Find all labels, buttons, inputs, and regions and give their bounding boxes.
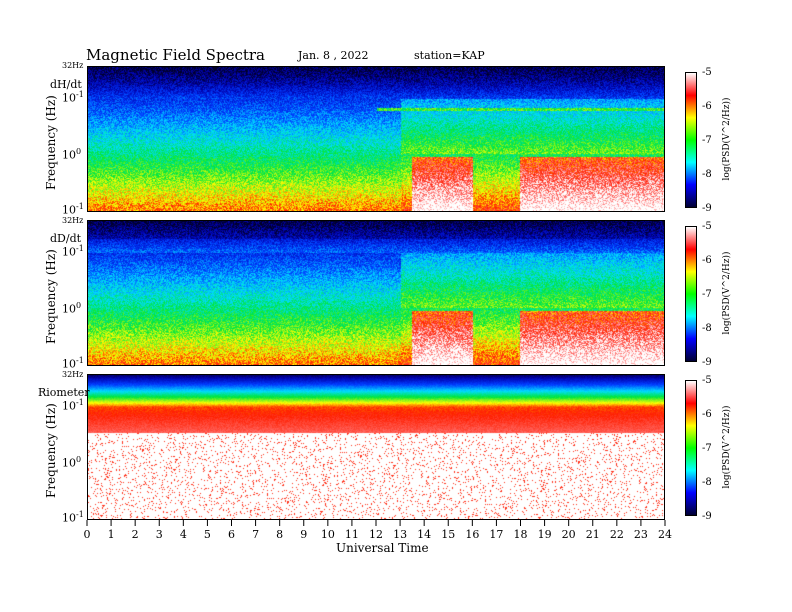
x-tick-label: 16	[465, 528, 479, 541]
x-tick-label: 19	[538, 528, 552, 541]
colorbar-tick-label: -7	[702, 289, 712, 300]
x-tick-label: 7	[252, 528, 259, 541]
x-tick-label: 20	[562, 528, 576, 541]
x-tick-label: 0	[84, 528, 91, 541]
x-tick-label: 3	[156, 528, 163, 541]
colorbar-tick-label: -9	[702, 203, 712, 214]
colorbar-tick-label: -8	[702, 323, 712, 334]
colorbar-tick-label: -6	[702, 101, 712, 112]
y-tick-label: 100	[62, 146, 82, 162]
colorbar	[685, 72, 697, 208]
y-tick-label: 100	[62, 454, 82, 470]
x-tick-label: 18	[514, 528, 528, 541]
freq-top-label-dddt: 32Hz	[62, 216, 84, 225]
spectrogram-panel-riometer	[87, 374, 665, 520]
x-tick-label: 2	[132, 528, 139, 541]
x-tick-label: 13	[393, 528, 407, 541]
x-tick-label: 9	[300, 528, 307, 541]
colorbar-tick-label: -8	[702, 169, 712, 180]
colorbar-tick-label: -8	[702, 477, 712, 488]
x-tick-label: 12	[369, 528, 383, 541]
y-tick-label: 10-1	[62, 356, 84, 371]
y-tick-label: 10-1	[62, 202, 84, 217]
spectrogram-dddt	[88, 221, 664, 365]
x-tick-label: 6	[228, 528, 235, 541]
colorbar-tick-label: -7	[702, 443, 712, 454]
colorbar-tick-label: -5	[702, 375, 712, 386]
colorbar-tick-label: -5	[702, 67, 712, 78]
x-tick-label: 4	[180, 528, 187, 541]
station-label: station=KAP	[414, 49, 485, 62]
y-tick-label: 10-1	[62, 397, 84, 413]
spectrogram-riometer	[88, 375, 664, 519]
x-tick-label: 23	[634, 528, 648, 541]
x-axis-label: Universal Time	[336, 541, 429, 555]
colorbar-tick-label: -9	[702, 357, 712, 368]
x-tick-label: 10	[321, 528, 335, 541]
x-tick-label: 15	[441, 528, 455, 541]
colorbar	[685, 380, 697, 516]
chart-title: Magnetic Field Spectra	[86, 46, 265, 64]
freq-top-label-dhdt: 32Hz	[62, 61, 84, 70]
y-tick-label: 10-1	[62, 510, 84, 525]
x-tick-label: 24	[658, 528, 672, 541]
x-tick-label: 14	[417, 528, 431, 541]
panel-label-riometer: Riometer	[38, 386, 90, 399]
x-tick-label: 17	[489, 528, 503, 541]
spectrogram-panel-dhdt	[87, 66, 665, 212]
y-tick-label: 10-1	[62, 243, 84, 259]
freq-top-label-riometer: 32Hz	[62, 370, 84, 379]
colorbar-tick-label: -7	[702, 135, 712, 146]
date-label: Jan. 8 , 2022	[298, 49, 369, 62]
colorbar-tick-label: -6	[702, 409, 712, 420]
x-tick-label: 21	[586, 528, 600, 541]
x-tick-label: 8	[276, 528, 283, 541]
colorbar-tick-label: -9	[702, 511, 712, 522]
colorbar	[685, 226, 697, 362]
x-tick-label: 5	[204, 528, 211, 541]
y-tick-label: 100	[62, 300, 82, 316]
colorbar-tick-label: -5	[702, 221, 712, 232]
panel-label-dddt: dD/dt	[50, 232, 82, 245]
y-tick-label: 10-1	[62, 89, 84, 105]
x-tick-label: 1	[108, 528, 115, 541]
panel-label-dhdt: dH/dt	[50, 78, 82, 91]
x-tick-label: 22	[610, 528, 624, 541]
spectrogram-panel-dddt	[87, 220, 665, 366]
x-tick-label: 11	[345, 528, 359, 541]
colorbar-tick-label: -6	[702, 255, 712, 266]
spectrogram-dhdt	[88, 67, 664, 211]
